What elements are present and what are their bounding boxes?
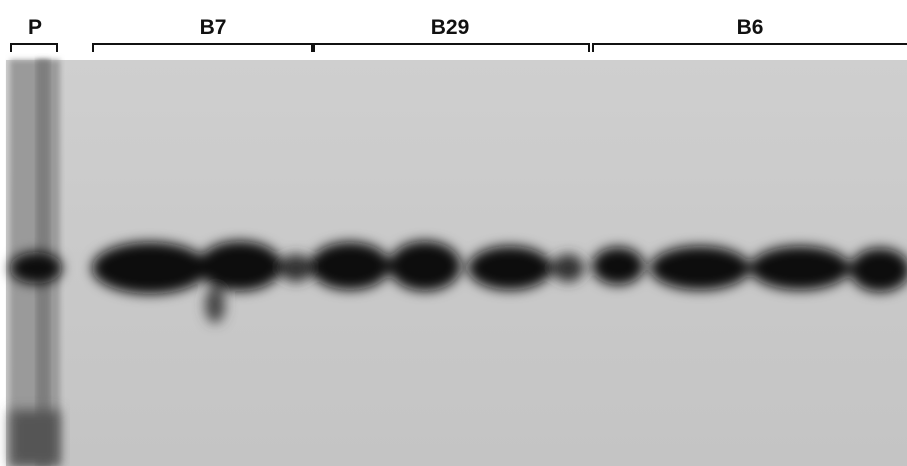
bracket — [10, 43, 58, 52]
group-label: B29 — [431, 16, 470, 39]
bracket — [92, 43, 313, 52]
gel — [6, 60, 907, 466]
bracket — [313, 43, 590, 52]
group-label: B7 — [200, 16, 227, 39]
group-label: B6 — [737, 16, 764, 39]
bracket — [592, 43, 907, 52]
group-label: P — [28, 16, 42, 39]
